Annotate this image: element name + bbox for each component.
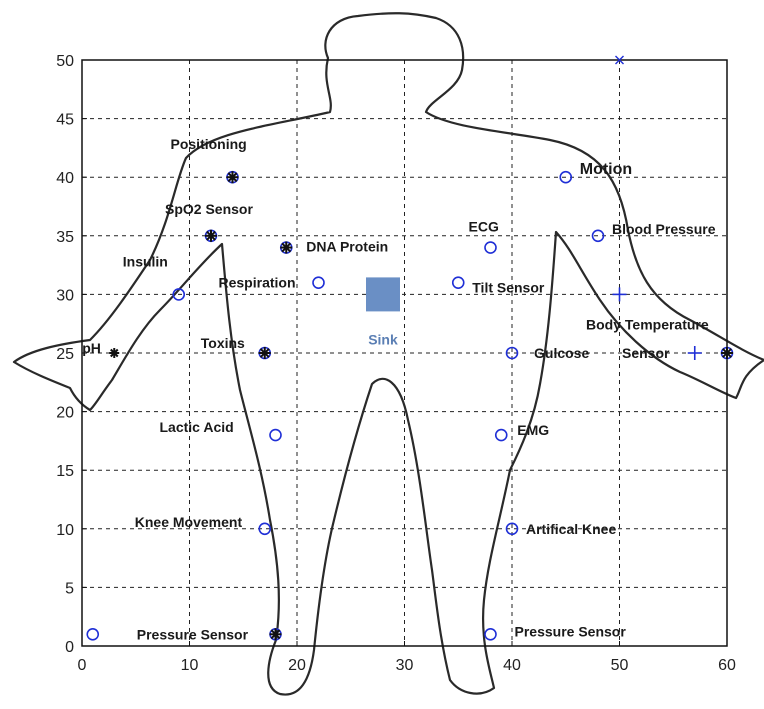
data-point-7 bbox=[269, 428, 282, 442]
point-label: Insulin bbox=[123, 253, 168, 269]
x-tick-label: 30 bbox=[396, 657, 414, 674]
data-point-3 bbox=[172, 288, 186, 301]
data-point-15 bbox=[612, 287, 627, 302]
data-point-14 bbox=[451, 276, 465, 289]
data-points bbox=[86, 55, 734, 641]
y-tick-label: 20 bbox=[56, 405, 74, 422]
point-label: EMG bbox=[517, 422, 549, 438]
y-tick-label: 30 bbox=[56, 287, 74, 304]
y-tick-label: 40 bbox=[56, 170, 74, 187]
data-point-22 bbox=[615, 55, 624, 65]
point-label: pH bbox=[82, 340, 101, 356]
x-tick-label: 50 bbox=[611, 657, 629, 674]
data-point-16 bbox=[687, 346, 702, 360]
point-label: SpO2 Sensor bbox=[165, 201, 253, 217]
data-point-2 bbox=[279, 241, 293, 254]
data-point-0 bbox=[226, 170, 239, 184]
point-label: Gulcose bbox=[534, 345, 589, 361]
y-tick-label: 0 bbox=[65, 639, 74, 656]
data-point-8 bbox=[258, 522, 272, 536]
point-label: Knee Movement bbox=[135, 514, 243, 530]
data-point-18 bbox=[505, 346, 519, 360]
data-point-9 bbox=[86, 627, 100, 641]
point-label: Lactic Acid bbox=[160, 419, 234, 435]
y-tick-label: 5 bbox=[65, 580, 74, 597]
x-tick-label: 20 bbox=[288, 657, 306, 674]
data-point-17 bbox=[720, 346, 734, 360]
y-tick-label: 10 bbox=[56, 522, 74, 539]
human-body-outline bbox=[12, 12, 764, 696]
y-tick-label: 35 bbox=[56, 229, 74, 246]
data-point-6 bbox=[258, 346, 272, 360]
sink: Sink bbox=[366, 277, 400, 347]
point-label: Tilt Sensor bbox=[472, 280, 545, 296]
point-label: ECG bbox=[469, 219, 499, 235]
point-label-body-temperature: Body Temperature bbox=[586, 317, 709, 333]
point-label: Motion bbox=[580, 161, 632, 178]
data-point-12 bbox=[591, 229, 605, 243]
x-tick-label: 60 bbox=[718, 657, 736, 674]
data-point-1 bbox=[204, 229, 218, 243]
data-point-4 bbox=[312, 276, 325, 289]
y-tick-label: 50 bbox=[56, 53, 74, 70]
x-tick-label: 0 bbox=[78, 657, 87, 674]
point-label: Blood Pressure bbox=[612, 221, 716, 237]
x-tick-label: 40 bbox=[503, 657, 521, 674]
data-point-5 bbox=[109, 348, 120, 358]
data-point-10 bbox=[269, 627, 282, 641]
data-point-13 bbox=[484, 241, 497, 254]
y-tick-label: 15 bbox=[56, 463, 74, 480]
grid bbox=[82, 60, 727, 646]
data-point-21 bbox=[484, 627, 497, 641]
point-label: DNA Protein bbox=[306, 239, 388, 255]
data-point-11 bbox=[559, 170, 573, 184]
point-label-body-temperature-2: Sensor bbox=[622, 345, 670, 361]
y-tick-label: 45 bbox=[56, 112, 74, 129]
x-tick-label: 10 bbox=[181, 657, 199, 674]
y-tick-label: 25 bbox=[56, 346, 74, 363]
point-label: Toxins bbox=[201, 335, 245, 351]
point-label: Positioning bbox=[171, 136, 247, 152]
sink-square bbox=[366, 277, 400, 312]
data-point-20 bbox=[505, 522, 519, 536]
point-label: Pressure Sensor bbox=[137, 626, 249, 642]
point-label: Artifical Knee bbox=[526, 521, 616, 537]
sink-label: Sink bbox=[368, 331, 398, 347]
axis-ticks: 0 10 20 30 40 50 60 0 5 10 15 20 25 30 35 40 45 50 bbox=[56, 53, 736, 674]
data-point-19 bbox=[494, 428, 508, 442]
point-label: Pressure Sensor bbox=[515, 623, 627, 639]
point-labels: Positioning SpO2 Sensor DNA Protein Insulin… bbox=[82, 136, 715, 642]
point-label: Respiration bbox=[219, 275, 296, 291]
